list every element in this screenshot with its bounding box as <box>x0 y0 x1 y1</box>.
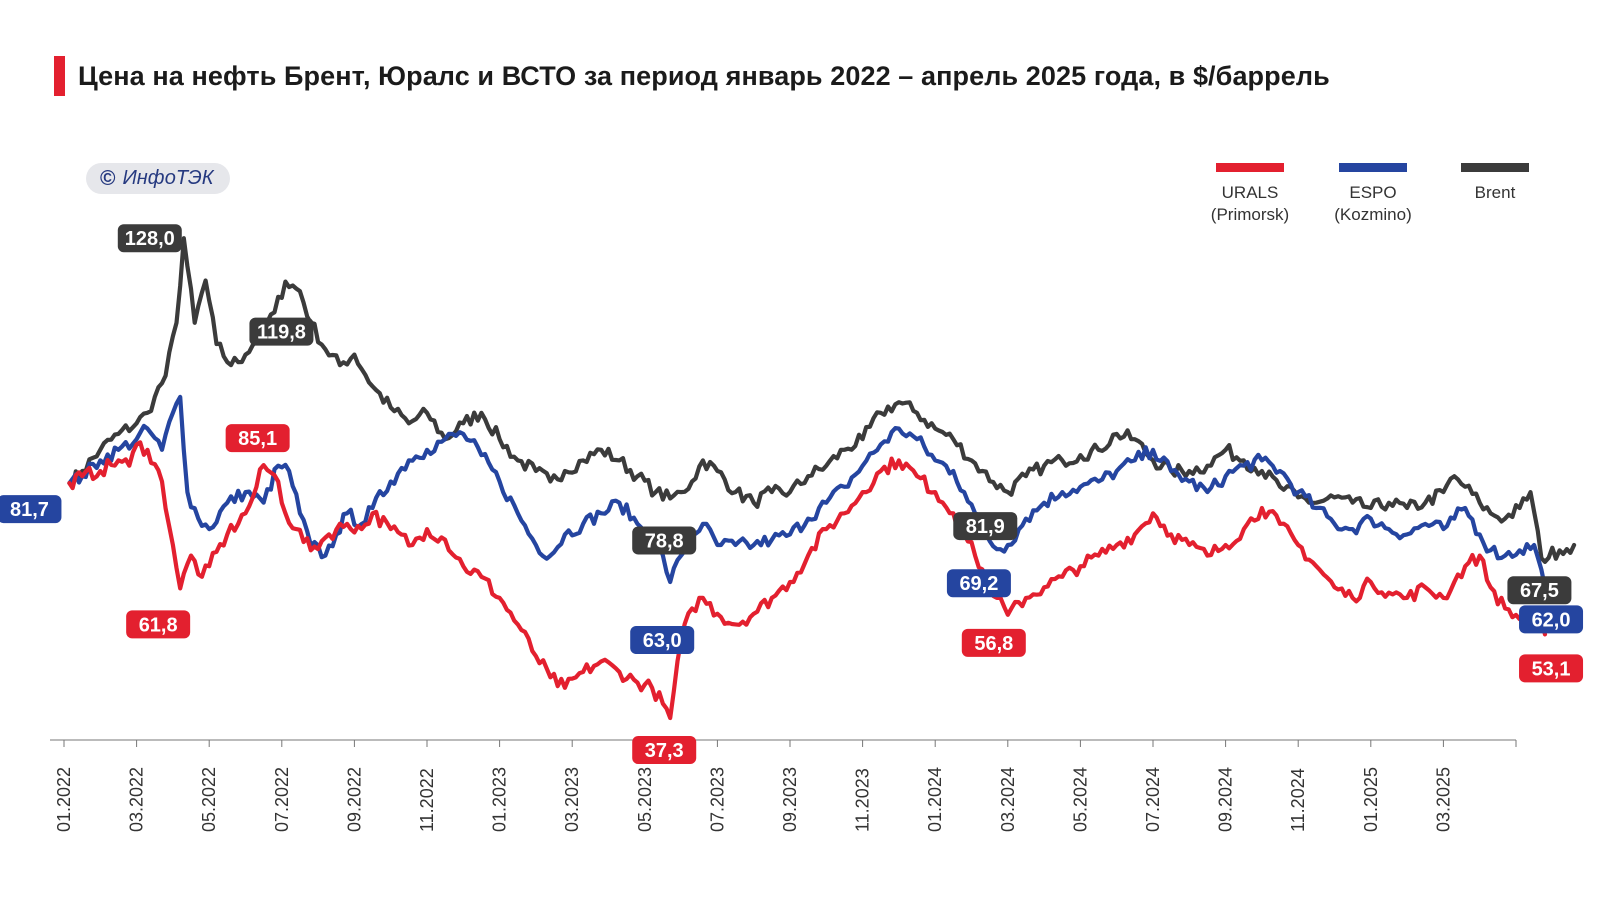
x-tick-label: 01.2025 <box>1361 767 1381 832</box>
series-line-urals <box>67 440 1548 721</box>
x-tick-label: 01.2022 <box>54 767 74 832</box>
x-tick-label: 03.2024 <box>998 767 1018 832</box>
value-label-espo: 63,0 <box>643 630 682 652</box>
value-label-brent: 81,9 <box>966 516 1005 538</box>
value-label-brent: 67,5 <box>1520 580 1559 602</box>
x-tick-label: 09.2022 <box>344 767 364 832</box>
legend-item-urals: URALS (Primorsk) <box>1180 163 1320 226</box>
title-block: Цена на нефть Брент, Юралс и ВСТО за пер… <box>54 56 1330 96</box>
legend-swatch-urals <box>1216 163 1284 172</box>
value-label-bg-espo <box>946 569 1011 598</box>
value-label-bg-urals <box>961 628 1026 657</box>
value-label-espo: 69,2 <box>959 573 998 595</box>
value-label-brent: 128,0 <box>125 228 175 250</box>
x-tick-label: 05.2023 <box>635 767 655 832</box>
legend-sublabel-espo: (Kozmino) <box>1334 205 1412 224</box>
x-tick-label: 05.2022 <box>199 767 219 832</box>
value-label-urals: 37,3 <box>645 740 684 762</box>
legend-label-espo: ESPO <box>1349 183 1397 202</box>
value-label-bg-espo <box>1519 605 1584 634</box>
x-tick-label: 03.2023 <box>562 767 582 832</box>
value-label-espo: 62,0 <box>1532 609 1571 631</box>
legend-item-espo: ESPO (Kozmino) <box>1303 163 1443 226</box>
value-label-urals: 85,1 <box>238 428 277 450</box>
value-label-bg-brent <box>249 317 314 346</box>
copyright-icon: © <box>100 166 116 190</box>
value-label-espo: 81,7 <box>10 499 49 521</box>
chart-title: Цена на нефть Брент, Юралс и ВСТО за пер… <box>78 60 1330 91</box>
x-tick-label: 09.2023 <box>780 767 800 832</box>
value-label-bg-brent <box>632 526 697 555</box>
value-label-bg-urals <box>1519 654 1584 683</box>
legend-label-brent: Brent <box>1474 183 1516 202</box>
copyright-text: ИнфоТЭК <box>122 167 214 189</box>
legend-swatch-espo <box>1339 163 1407 172</box>
value-label-bg-brent <box>117 224 182 253</box>
title-accent-bar <box>54 56 65 96</box>
x-tick-label: 11.2022 <box>417 768 437 832</box>
value-label-bg-urals <box>632 736 697 764</box>
x-tick-label: 05.2024 <box>1070 767 1090 832</box>
legend-swatch-brent <box>1461 163 1529 172</box>
x-tick-label: 03.2022 <box>127 767 147 832</box>
value-label-urals: 56,8 <box>974 633 1013 655</box>
value-label-urals: 53,1 <box>1532 658 1571 680</box>
copyright-badge: © ИнфоТЭК <box>86 163 230 194</box>
x-tick-label: 03.2025 <box>1433 767 1453 832</box>
x-tick-label: 01.2023 <box>490 767 510 832</box>
value-label-bg-espo <box>0 495 62 524</box>
legend-label-urals: URALS <box>1221 183 1279 202</box>
value-label-bg-brent <box>953 512 1018 541</box>
value-label-brent: 119,8 <box>257 322 306 344</box>
value-label-bg-urals <box>225 424 290 453</box>
x-tick-label: 07.2023 <box>707 767 727 832</box>
x-tick-label: 11.2024 <box>1288 768 1308 832</box>
series-line-brent <box>67 236 1577 564</box>
value-label-urals: 61,8 <box>139 614 178 636</box>
value-label-bg-espo <box>630 626 695 655</box>
value-label-brent: 78,8 <box>645 530 684 552</box>
x-tick-label: 11.2023 <box>853 768 873 832</box>
value-label-bg-urals <box>126 610 191 639</box>
legend-item-brent: Brent <box>1425 163 1565 204</box>
series-line-espo <box>67 394 1548 590</box>
legend-sublabel-urals: (Primorsk) <box>1210 205 1290 224</box>
x-tick-label: 07.2024 <box>1143 767 1163 832</box>
value-label-bg-brent <box>1507 576 1572 605</box>
x-tick-label: 01.2024 <box>925 767 945 832</box>
x-tick-label: 07.2022 <box>272 767 292 832</box>
x-tick-label: 09.2024 <box>1216 767 1236 832</box>
